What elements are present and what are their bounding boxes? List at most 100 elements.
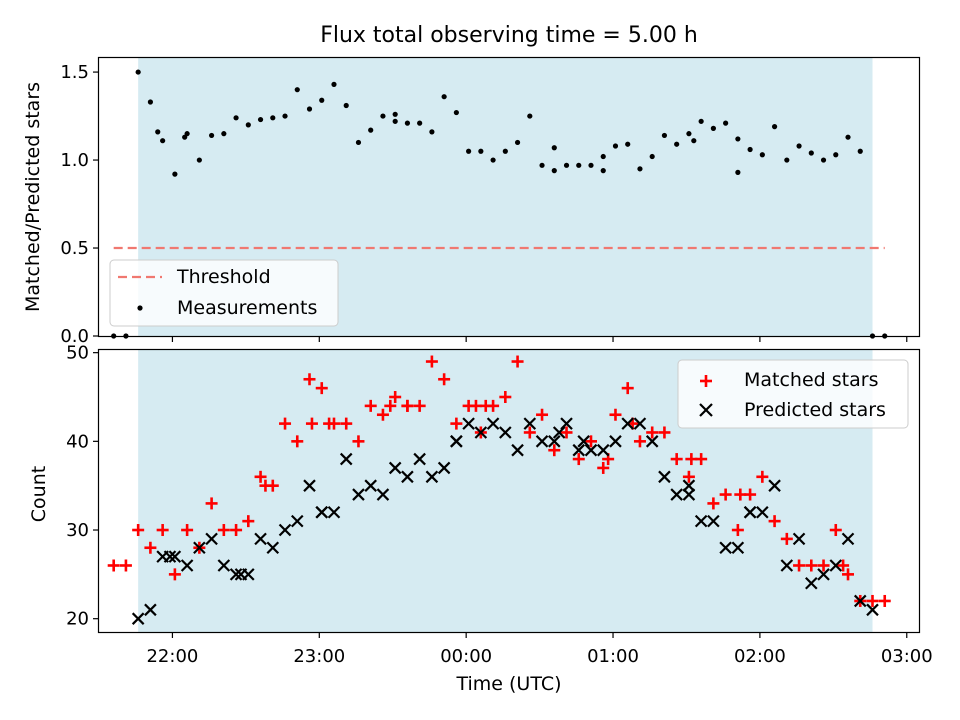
matched-star-point [413,399,426,412]
measurement-point [820,157,827,163]
predicted-star-point [658,470,671,484]
measurements-series [111,69,888,339]
predicted-star-point [486,417,500,430]
measurement-point [245,122,251,128]
matched-star-point [144,541,157,554]
matched-star-point [425,355,438,368]
measurement-point [466,148,472,154]
matched-star-point [734,488,747,501]
top-legend: Threshold Measurements [109,259,339,327]
measurement-point [368,127,374,133]
predicted-star-point [131,612,145,625]
matched-star-point [829,524,842,537]
top-legend-box [109,259,339,327]
predicted-star-point [168,550,182,563]
matched-star-point [242,515,255,528]
predicted-star-point [290,514,304,528]
measurement-point [221,131,227,137]
matched-star-point [658,426,671,439]
predicted-star-point [707,514,720,528]
bottom-xtick-label: 01:00 [587,646,639,667]
measurement-point [674,141,680,147]
predicted-star-point [217,559,231,572]
matched-star-point [633,435,646,448]
bottom-xtick-label: 03:00 [881,646,933,667]
predicted-star-point [670,488,683,501]
measurement-point [551,145,557,151]
matched-star-point [609,408,622,421]
predicted-star-point [511,443,524,457]
measurement-point [759,152,765,158]
matched-star-point [621,382,634,395]
predicted-star-point [462,417,475,430]
bottom-xticks: 22:00 23:00 00:00 01:00 02:00 03:00 [146,632,933,667]
top-ytick-label: 1.0 [60,150,89,171]
matched-star-point [217,524,230,537]
measurement-point [196,157,202,163]
measurement-point [490,157,496,163]
matched-star-point [585,435,597,448]
matched-star-point [230,524,243,537]
measurement-point [551,168,557,174]
matched-star-point [291,435,304,448]
top-ytick-label: 0.0 [60,326,89,347]
matched-star-point [205,497,218,510]
measurement-point [343,102,349,109]
measurement-point [453,109,459,116]
predicted-star-point [768,479,781,492]
predicted-star-point [401,470,414,484]
predicted-star-point [853,594,867,608]
measurement-point [735,169,741,175]
predicted-stars-series [131,417,879,625]
bottom-yticks: 20 30 40 50 [66,343,99,630]
measurement-point [612,143,619,149]
predicted-star-point [144,603,157,617]
measurement-point [588,162,594,168]
measurement-point [331,81,337,87]
top-panel: 0.0 0.5 1.0 1.5 Matched/Predicted stars Thr… [22,56,921,347]
measurement-point [771,124,778,130]
measurement-point [429,129,435,135]
bottom-ytick-label: 30 [66,520,89,541]
bottom-xtick-label: 23:00 [293,646,345,667]
bottom-y-axis-label: Count [28,466,50,522]
predicted-star-point [425,470,439,484]
legend-matched-label: Matched stars [744,369,878,391]
legend-predicted-label: Predicted stars [744,399,886,421]
matched-star-point [364,399,377,412]
matched-star-point [450,417,463,430]
predicted-star-point [596,443,610,457]
predicted-star-point [535,435,549,448]
measurement-point [649,153,655,160]
measurement-point [637,166,643,172]
predicted-star-point [303,479,316,492]
matched-stars-series [107,355,891,607]
legend-threshold-label: Threshold [176,266,271,288]
x-axis-label: Time (UTC) [455,673,561,695]
predicted-star-point [694,514,708,528]
measurement-point [514,139,521,146]
legend-predicted-swatch [699,403,713,417]
measurement-point [282,113,288,119]
matched-star-point [756,470,769,483]
matched-star-point [254,470,267,483]
measurement-point [306,106,313,112]
measurement-point [233,115,239,121]
matched-star-point [878,594,891,607]
matched-star-point [682,470,695,483]
matched-star-point [866,594,879,607]
measurement-point [691,138,697,144]
measurement-point [808,150,814,156]
measurement-point [182,134,188,140]
predicted-star-point [731,541,745,555]
predicted-star-point [523,417,537,430]
predicted-star-point [552,426,566,439]
legend-measurements-swatch [137,305,143,311]
measurement-point [563,162,570,168]
measurement-point [404,120,411,126]
measurement-point [833,152,839,158]
measurement-point [857,148,863,154]
measurement-point [600,168,606,174]
predicted-star-point [682,488,696,501]
predicted-star-point [645,435,659,448]
